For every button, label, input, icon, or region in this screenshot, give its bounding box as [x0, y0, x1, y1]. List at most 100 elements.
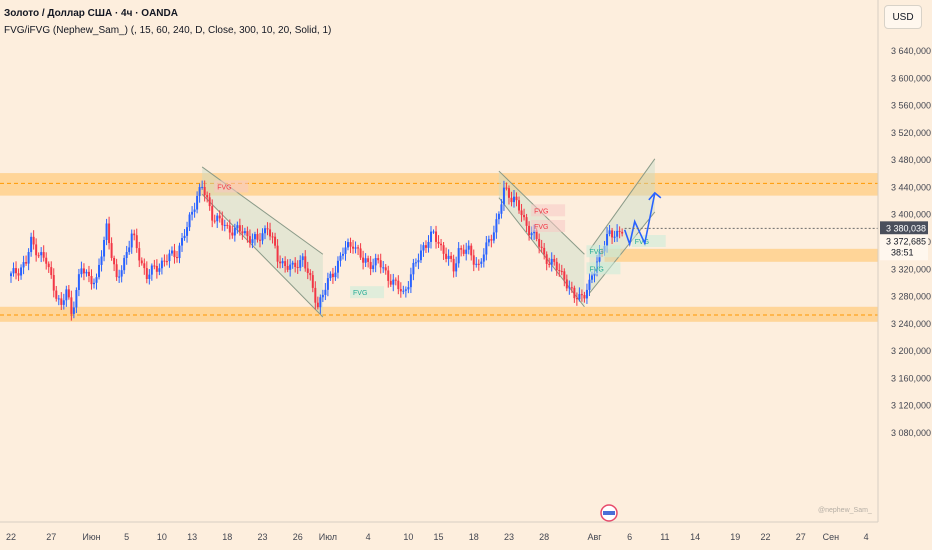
- candle-body-178: [457, 248, 460, 264]
- candle-body-222: [568, 287, 571, 289]
- candle-body-40: [110, 243, 113, 258]
- candle-body-187: [480, 261, 483, 264]
- candle-body-30: [85, 271, 88, 274]
- candle-body-27: [77, 274, 80, 290]
- candle-body-226: [578, 294, 581, 300]
- zone-1: [0, 306, 878, 322]
- candle-body-215: [550, 258, 553, 265]
- candle-body-145: [374, 258, 377, 266]
- candle-body-196: [502, 187, 505, 205]
- candle-body-83: [218, 215, 221, 219]
- candle-body-39: [108, 223, 111, 244]
- candle-body-102: [266, 228, 269, 230]
- candle-body-49: [133, 233, 136, 236]
- candle-body-139: [359, 248, 362, 258]
- candle-body-152: [392, 279, 395, 285]
- candle-body-230: [588, 279, 591, 290]
- fvg-zone-3: [531, 219, 566, 232]
- fvg-zone-4: [586, 245, 621, 258]
- candle-body-79: [208, 197, 211, 207]
- candle-body-201: [515, 196, 518, 201]
- candle-body-92: [241, 231, 244, 234]
- candle-body-127: [329, 273, 332, 279]
- candle-body-223: [570, 287, 573, 289]
- candle-body-60: [160, 260, 163, 269]
- candle-body-179: [460, 248, 463, 250]
- candle-body-189: [485, 242, 488, 255]
- last-price-tag: 3 380,038: [886, 223, 926, 233]
- y-tick-5: 3 280,000: [891, 292, 931, 302]
- candle-body-96: [251, 239, 254, 243]
- candle-body-219: [560, 271, 563, 273]
- candle-body-80: [211, 206, 214, 221]
- candle-body-16: [50, 267, 53, 276]
- candle-body-131: [339, 255, 342, 261]
- candle-body-76: [201, 186, 204, 188]
- candle-body-143: [369, 261, 372, 269]
- candle-body-167: [430, 231, 433, 242]
- x-tick-14: 23: [504, 532, 514, 542]
- candle-body-112: [291, 262, 294, 265]
- candle-body-183: [470, 245, 473, 256]
- candle-body-33: [92, 282, 95, 285]
- candle-body-171: [440, 243, 443, 246]
- candle-body-99: [258, 239, 261, 241]
- candle-body-204: [523, 215, 526, 218]
- candle-body-172: [442, 245, 445, 254]
- candle-body-62: [165, 261, 168, 263]
- candle-body-97: [253, 234, 256, 240]
- candle-body-190: [487, 239, 490, 243]
- candle-body-94: [246, 231, 249, 237]
- candle-body-116: [301, 256, 304, 261]
- y-tick-1: 3 120,000: [891, 401, 931, 411]
- candle-body-6: [25, 262, 28, 264]
- fvg-label-6: FVG: [635, 239, 649, 246]
- candle-body-213: [545, 254, 548, 264]
- candle-body-225: [575, 298, 578, 300]
- indicator-legend[interactable]: FVG/iFVG (Nephew_Sam_) (, 15, 60, 240, D…: [4, 25, 332, 36]
- candle-body-0: [10, 273, 12, 277]
- x-tick-6: 18: [222, 532, 232, 542]
- fvg-zone-2: [531, 204, 566, 217]
- candle-body-168: [432, 231, 435, 233]
- candle-body-19: [57, 298, 60, 300]
- candle-body-50: [135, 235, 138, 249]
- candle-body-188: [482, 254, 485, 262]
- candle-body-65: [173, 250, 176, 258]
- candle-body-200: [513, 196, 515, 203]
- candle-body-70: [186, 227, 189, 236]
- y-tick-11: 3 520,000: [891, 128, 931, 138]
- candle-body-7: [27, 252, 30, 264]
- y-tick-6: 3 320,000: [891, 264, 931, 274]
- candle-body-42: [115, 264, 118, 278]
- candle-body-29: [82, 268, 85, 274]
- last-price-tag-bg: [880, 221, 928, 235]
- candle-body-38: [105, 223, 108, 241]
- candle-body-21: [62, 300, 65, 305]
- candle-body-229: [585, 289, 588, 299]
- x-tick-23: Сен: [823, 532, 840, 542]
- candle-body-194: [497, 213, 500, 220]
- candle-body-156: [402, 290, 405, 292]
- currency-button[interactable]: USD: [884, 5, 922, 29]
- y-tick-13: 3 600,000: [891, 73, 931, 83]
- candle-body-43: [118, 276, 121, 278]
- candle-body-206: [528, 225, 531, 236]
- candle-body-217: [555, 261, 558, 271]
- candle-body-37: [103, 240, 106, 257]
- candle-body-56: [150, 265, 153, 275]
- candle-body-104: [271, 236, 274, 238]
- candle-body-34: [95, 277, 98, 283]
- x-tick-13: 18: [469, 532, 479, 542]
- x-tick-9: Июл: [319, 532, 337, 542]
- candle-body-124: [321, 294, 324, 298]
- candle-body-24: [70, 297, 73, 314]
- candle-body-140: [362, 257, 365, 263]
- candle-body-12: [40, 252, 43, 256]
- candle-body-118: [306, 268, 309, 273]
- fvg-zone-6: [631, 235, 666, 247]
- candle-body-148: [382, 267, 385, 269]
- fvg-label-0: FVG: [217, 184, 231, 191]
- candle-body-111: [289, 264, 292, 270]
